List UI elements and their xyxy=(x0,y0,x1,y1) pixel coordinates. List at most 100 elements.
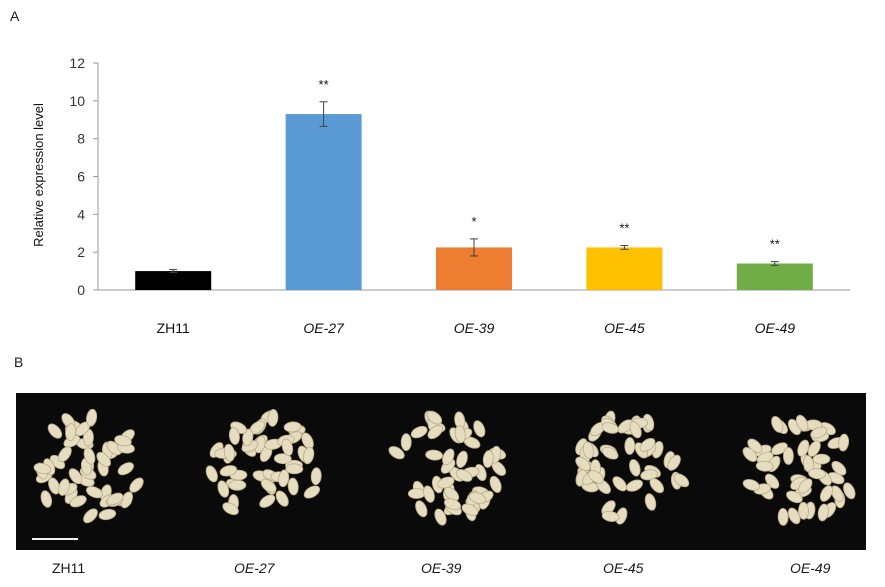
rice-grain xyxy=(426,410,443,425)
rice-grain xyxy=(281,438,294,456)
rice-grain xyxy=(812,453,831,465)
rice-grain xyxy=(817,503,829,522)
rice-grain xyxy=(86,408,98,427)
rice-grain xyxy=(83,447,96,465)
error-bar xyxy=(169,269,178,274)
rice-grain xyxy=(455,469,473,482)
rice-grain xyxy=(47,423,63,439)
rice-grain xyxy=(219,465,238,477)
grain-photo xyxy=(16,393,866,550)
rice-grain xyxy=(629,421,642,439)
rice-grain xyxy=(601,422,619,434)
rice-grain xyxy=(461,503,479,516)
rice-grain xyxy=(742,447,758,462)
rice-grain xyxy=(223,443,235,462)
rice-grain xyxy=(612,476,627,492)
rice-grain xyxy=(40,490,53,508)
error-bar xyxy=(319,101,328,127)
rice-grain xyxy=(410,425,428,439)
bar-oe-49 xyxy=(736,263,813,290)
y-tick-label: 10 xyxy=(69,93,85,109)
rice-grain xyxy=(575,456,591,471)
rice-grain xyxy=(437,476,455,489)
error-bar xyxy=(470,238,478,257)
rice-grain xyxy=(407,488,426,499)
significance-label: ** xyxy=(770,237,780,252)
rice-grain xyxy=(434,508,447,526)
scale-bar xyxy=(32,538,78,540)
photo-label-oe45: OE-45 xyxy=(603,560,644,576)
rice-grain xyxy=(303,485,321,499)
rice-grain xyxy=(129,477,144,493)
rice-grain xyxy=(96,451,111,467)
rice-grain xyxy=(260,479,277,493)
y-tick-label: 8 xyxy=(77,131,85,147)
x-category-label: OE-27 xyxy=(303,320,345,336)
rice-grain xyxy=(640,469,658,481)
panel-label-a: A xyxy=(10,8,20,24)
rice-grain xyxy=(617,419,634,434)
rice-grain xyxy=(454,425,466,444)
rice-grain xyxy=(601,510,620,522)
y-axis-label: Relative expression level xyxy=(31,103,46,247)
rice-grain xyxy=(667,454,681,471)
error-bar xyxy=(620,245,629,250)
rice-grain xyxy=(427,424,443,440)
significance-label: * xyxy=(471,214,476,229)
rice-grain xyxy=(777,508,789,526)
photo-label-zh11: ZH11 xyxy=(52,560,86,576)
rice-grain xyxy=(425,449,443,461)
rice-grain xyxy=(222,502,239,516)
rice-grain xyxy=(601,446,619,460)
x-category-label: OE-49 xyxy=(755,320,796,336)
rice-grain xyxy=(48,477,61,495)
panel-label-b: B xyxy=(14,354,24,370)
rice-grain xyxy=(443,498,462,511)
rice-grain xyxy=(442,448,455,466)
rice-grain xyxy=(626,479,643,492)
rice-grain xyxy=(58,446,72,463)
photo-background xyxy=(16,393,866,550)
photo-label-oe39: OE-39 xyxy=(421,560,462,576)
rice-grain xyxy=(742,479,760,491)
y-tick-label: 2 xyxy=(77,244,85,260)
rice-grain xyxy=(588,470,604,484)
rice-grain xyxy=(423,485,435,503)
rice-grain xyxy=(456,450,468,469)
rice-grain xyxy=(65,423,77,441)
rice-grain xyxy=(783,447,794,465)
rice-grain xyxy=(482,450,494,468)
rice-grain xyxy=(302,446,315,465)
rice-grain xyxy=(771,415,784,433)
rice-grain xyxy=(228,427,240,445)
rice-grain xyxy=(415,500,428,518)
x-category-label: OE-39 xyxy=(454,320,495,336)
rice-grain xyxy=(798,478,813,494)
grain-clusters xyxy=(33,408,856,526)
rice-grain xyxy=(831,460,847,476)
rice-grain xyxy=(267,409,279,427)
rice-grain xyxy=(468,492,487,504)
rice-grain xyxy=(98,508,117,521)
rice-grain xyxy=(114,435,132,447)
rice-grain xyxy=(808,468,826,480)
rice-grain xyxy=(644,493,657,511)
rice-grain xyxy=(106,492,124,506)
bar-oe-27 xyxy=(285,114,362,290)
rice-grain xyxy=(310,467,322,486)
rice-grain xyxy=(624,437,636,455)
bars-group: *** **** xyxy=(135,77,813,290)
error-bar xyxy=(770,261,779,266)
rice-grain xyxy=(287,477,299,496)
y-tick-label: 6 xyxy=(77,169,85,185)
rice-grain xyxy=(582,441,594,459)
rice-grain xyxy=(69,495,87,508)
y-tick-label: 12 xyxy=(69,55,85,71)
rice-grain xyxy=(830,485,844,502)
x-category-labels: ZH11 OE-27 OE-39 OE-45 OE-49 xyxy=(157,320,796,336)
rice-grain xyxy=(838,433,850,452)
rice-grain xyxy=(473,420,486,438)
rice-grain xyxy=(86,486,103,499)
rice-grain xyxy=(217,480,230,498)
